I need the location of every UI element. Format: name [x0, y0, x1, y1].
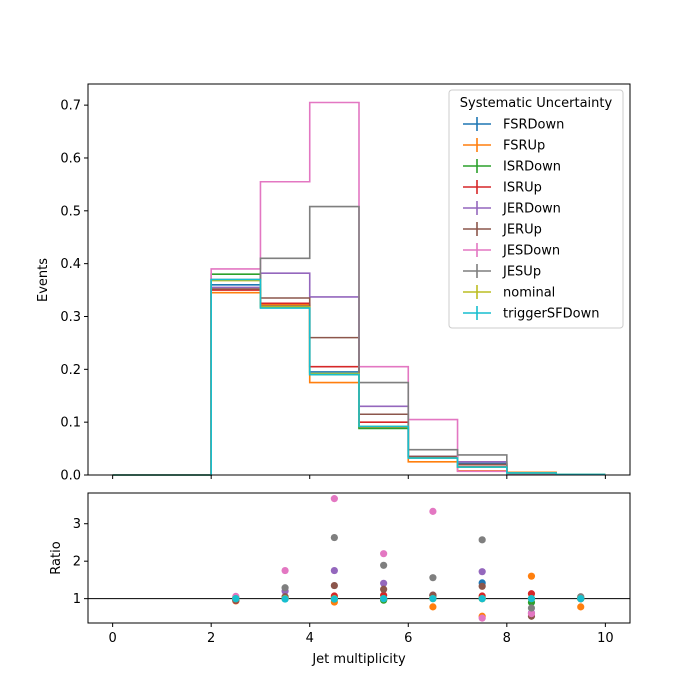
ratio-point-triggersfdown — [577, 595, 585, 603]
ratio-x-tick-label: 2 — [207, 631, 215, 646]
legend-entry-jesup: JESUp — [463, 264, 541, 280]
ratio-point-triggersfdown — [478, 595, 486, 603]
legend-entry-isrup: ISRUp — [463, 180, 542, 196]
ratio-point-triggersfdown — [429, 595, 437, 603]
ratio-point-jesdown — [429, 507, 437, 515]
ratio-y-ticks: 1 2 3 — [73, 517, 88, 607]
ratio-y-axis-label: Ratio — [49, 541, 64, 574]
ratio-point-triggersfdown — [281, 595, 289, 603]
legend: Systematic Uncertainty FSRDown FSRUp ISRDo… — [448, 89, 624, 329]
legend-entry-jerdown: JERDown — [463, 201, 561, 217]
legend-entry-nominal: nominal — [463, 285, 555, 301]
ratio-x-ticks: 0 2 4 6 8 10 — [108, 623, 614, 646]
legend-entry-jesdown: JESDown — [463, 243, 560, 259]
ratio-point-jesdown — [380, 550, 388, 558]
legend-label: JERUp — [502, 223, 542, 238]
legend-frame — [448, 89, 624, 329]
ratio-point-jesup — [527, 604, 536, 612]
ratio-y-tick-label: 3 — [73, 517, 81, 532]
ratio-point-triggersfdown — [330, 595, 338, 603]
legend-entry-jerup: JERUp — [463, 222, 542, 238]
ratio-point-jesup — [429, 574, 437, 582]
legend-title: Systematic Uncertainty — [460, 96, 613, 111]
main-y-ticks: 0.0 0.1 0.2 0.3 0.4 0.5 0.6 0.7 — [60, 99, 88, 484]
main-x-ticks — [112, 475, 606, 479]
ratio-point-jesup — [380, 561, 388, 569]
main-axes-frame — [87, 83, 631, 476]
ratio-point-jesdown — [478, 614, 486, 622]
ratio-point-triggersfdown — [527, 595, 536, 603]
main-y-tick-label: 0.0 — [60, 469, 81, 484]
legend-entry-isrdown: ISRDown — [463, 159, 561, 175]
ratio-point-jesdown — [330, 495, 338, 503]
ratio-point-jesup — [330, 533, 338, 542]
ratio-point-triggersfdown — [380, 595, 388, 603]
ratio-axes-frame — [87, 492, 631, 624]
legend-label: FSRDown — [503, 118, 564, 133]
legend-label: FSRUp — [503, 139, 545, 154]
ratio-x-tick-label: 0 — [108, 631, 116, 646]
ratio-y-tick-label: 1 — [73, 592, 81, 607]
ratio-panel: 1 2 3 0 2 4 6 8 10 Ratio Jet multiplicity — [49, 492, 631, 667]
legend-entry-fsrdown: FSRDown — [463, 117, 564, 133]
ratio-point-jesup — [281, 584, 289, 592]
ratio-point-jerup — [380, 585, 388, 593]
ratio-point-triggersfdown — [232, 595, 240, 603]
ratio-point-fsrup — [527, 572, 536, 580]
ratio-point-jesdown — [527, 610, 536, 618]
main-y-tick-label: 0.3 — [60, 310, 81, 325]
legend-entries: FSRDown FSRUp ISRDown ISRUp JERDown JERUp JESD… — [463, 117, 599, 322]
main-y-tick-label: 0.4 — [60, 257, 81, 272]
ratio-x-tick-label: 10 — [597, 631, 614, 646]
main-y-tick-label: 0.1 — [60, 416, 81, 431]
ratio-point-fsrup — [577, 603, 585, 611]
ratio-y-tick-label: 2 — [73, 555, 81, 570]
main-series-group — [112, 101, 606, 476]
ratio-point-jesup — [478, 536, 486, 544]
legend-label: JESUp — [502, 265, 541, 280]
legend-entry-fsrup: FSRUp — [463, 138, 545, 154]
ratio-point-jerup — [478, 582, 486, 590]
legend-label: JESDown — [502, 244, 560, 259]
step-series-triggersfdown — [112, 278, 606, 476]
ratio-point-jesdown — [281, 566, 289, 575]
main-y-tick-label: 0.5 — [60, 204, 81, 219]
main-y-tick-label: 0.7 — [60, 99, 81, 114]
ratio-point-jerdown — [380, 579, 388, 587]
main-y-tick-label: 0.6 — [60, 151, 81, 166]
ratio-points-group — [232, 495, 585, 622]
ratio-point-fsrup — [429, 603, 437, 611]
ratio-x-axis-label: Jet multiplicity — [311, 652, 406, 667]
legend-entry-triggersfdown: triggerSFDown — [463, 306, 599, 322]
legend-label: triggerSFDown — [503, 307, 599, 322]
ratio-x-tick-label: 8 — [503, 631, 511, 646]
ratio-x-tick-label: 4 — [306, 631, 314, 646]
ratio-axes-background — [88, 493, 630, 623]
ratio-point-jerdown — [478, 568, 486, 576]
main-y-axis-label: Events — [36, 258, 51, 302]
ratio-point-jerdown — [330, 566, 338, 575]
main-y-tick-label: 0.2 — [60, 363, 81, 378]
legend-label: ISRDown — [503, 160, 561, 175]
legend-label: ISRUp — [503, 181, 542, 196]
legend-label: nominal — [503, 286, 555, 301]
legend-label: JERDown — [502, 202, 561, 217]
ratio-x-tick-label: 6 — [404, 631, 412, 646]
ratio-point-jerup — [330, 581, 338, 590]
